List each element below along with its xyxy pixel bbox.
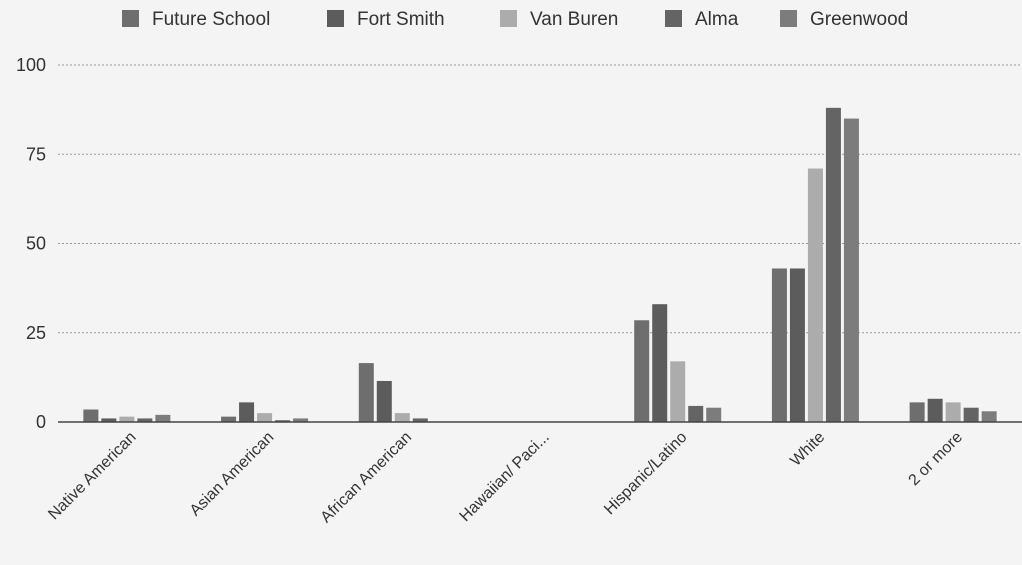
legend-label: Greenwood bbox=[810, 9, 908, 30]
bar bbox=[807, 168, 823, 422]
bar bbox=[155, 414, 171, 422]
legend-swatch bbox=[665, 10, 682, 27]
bar bbox=[927, 398, 943, 422]
bar bbox=[771, 268, 787, 422]
legend: Future School Fort Smith Van Buren Alma Gree… bbox=[122, 9, 908, 30]
bar bbox=[394, 413, 410, 422]
bar bbox=[634, 320, 650, 422]
bar bbox=[688, 405, 704, 422]
y-tick-label: 75 bbox=[26, 144, 46, 164]
bar bbox=[706, 407, 722, 422]
bar bbox=[119, 416, 135, 422]
x-tick-label: White bbox=[787, 429, 828, 470]
bar bbox=[376, 380, 392, 422]
bars bbox=[83, 107, 997, 423]
y-tick-label: 50 bbox=[26, 234, 46, 254]
gridlines bbox=[58, 64, 1022, 334]
bar bbox=[909, 402, 925, 422]
bar bbox=[221, 416, 237, 422]
legend-swatch bbox=[122, 10, 139, 27]
bar bbox=[137, 418, 153, 422]
bar bbox=[652, 304, 668, 422]
legend-label: Van Buren bbox=[530, 9, 618, 30]
x-tick-label: African American bbox=[318, 429, 416, 527]
bar bbox=[825, 107, 841, 422]
legend-label: Fort Smith bbox=[357, 9, 445, 30]
x-tick-label: 2 or more bbox=[906, 429, 967, 490]
y-axis: 0 25 50 75 100 bbox=[16, 55, 46, 432]
y-tick-label: 25 bbox=[26, 323, 46, 343]
bar bbox=[83, 409, 99, 422]
bar bbox=[670, 361, 686, 422]
y-tick-label: 0 bbox=[36, 412, 46, 432]
legend-swatch bbox=[500, 10, 517, 27]
x-axis: Native American Asian American African Ame… bbox=[45, 429, 966, 527]
legend-label: Future School bbox=[152, 9, 270, 30]
bar bbox=[945, 402, 961, 422]
x-tick-label: Asian American bbox=[187, 429, 278, 520]
bar bbox=[293, 418, 309, 422]
legend-swatch bbox=[327, 10, 344, 27]
y-tick-label: 100 bbox=[16, 55, 46, 75]
legend-swatch bbox=[780, 10, 797, 27]
bar bbox=[981, 411, 997, 422]
bar bbox=[275, 420, 291, 422]
x-tick-label: Hispanic/Latino bbox=[601, 429, 690, 518]
x-tick-label: Native American bbox=[45, 429, 139, 523]
bar bbox=[963, 407, 979, 422]
bar bbox=[101, 418, 117, 422]
bar bbox=[789, 268, 805, 422]
bar bbox=[257, 413, 273, 422]
bar bbox=[412, 418, 428, 422]
x-tick-label: Hawaiian/ Paci... bbox=[457, 429, 553, 525]
bar bbox=[843, 118, 859, 423]
bar bbox=[358, 363, 374, 422]
bar bbox=[239, 402, 255, 422]
legend-label: Alma bbox=[695, 9, 739, 30]
